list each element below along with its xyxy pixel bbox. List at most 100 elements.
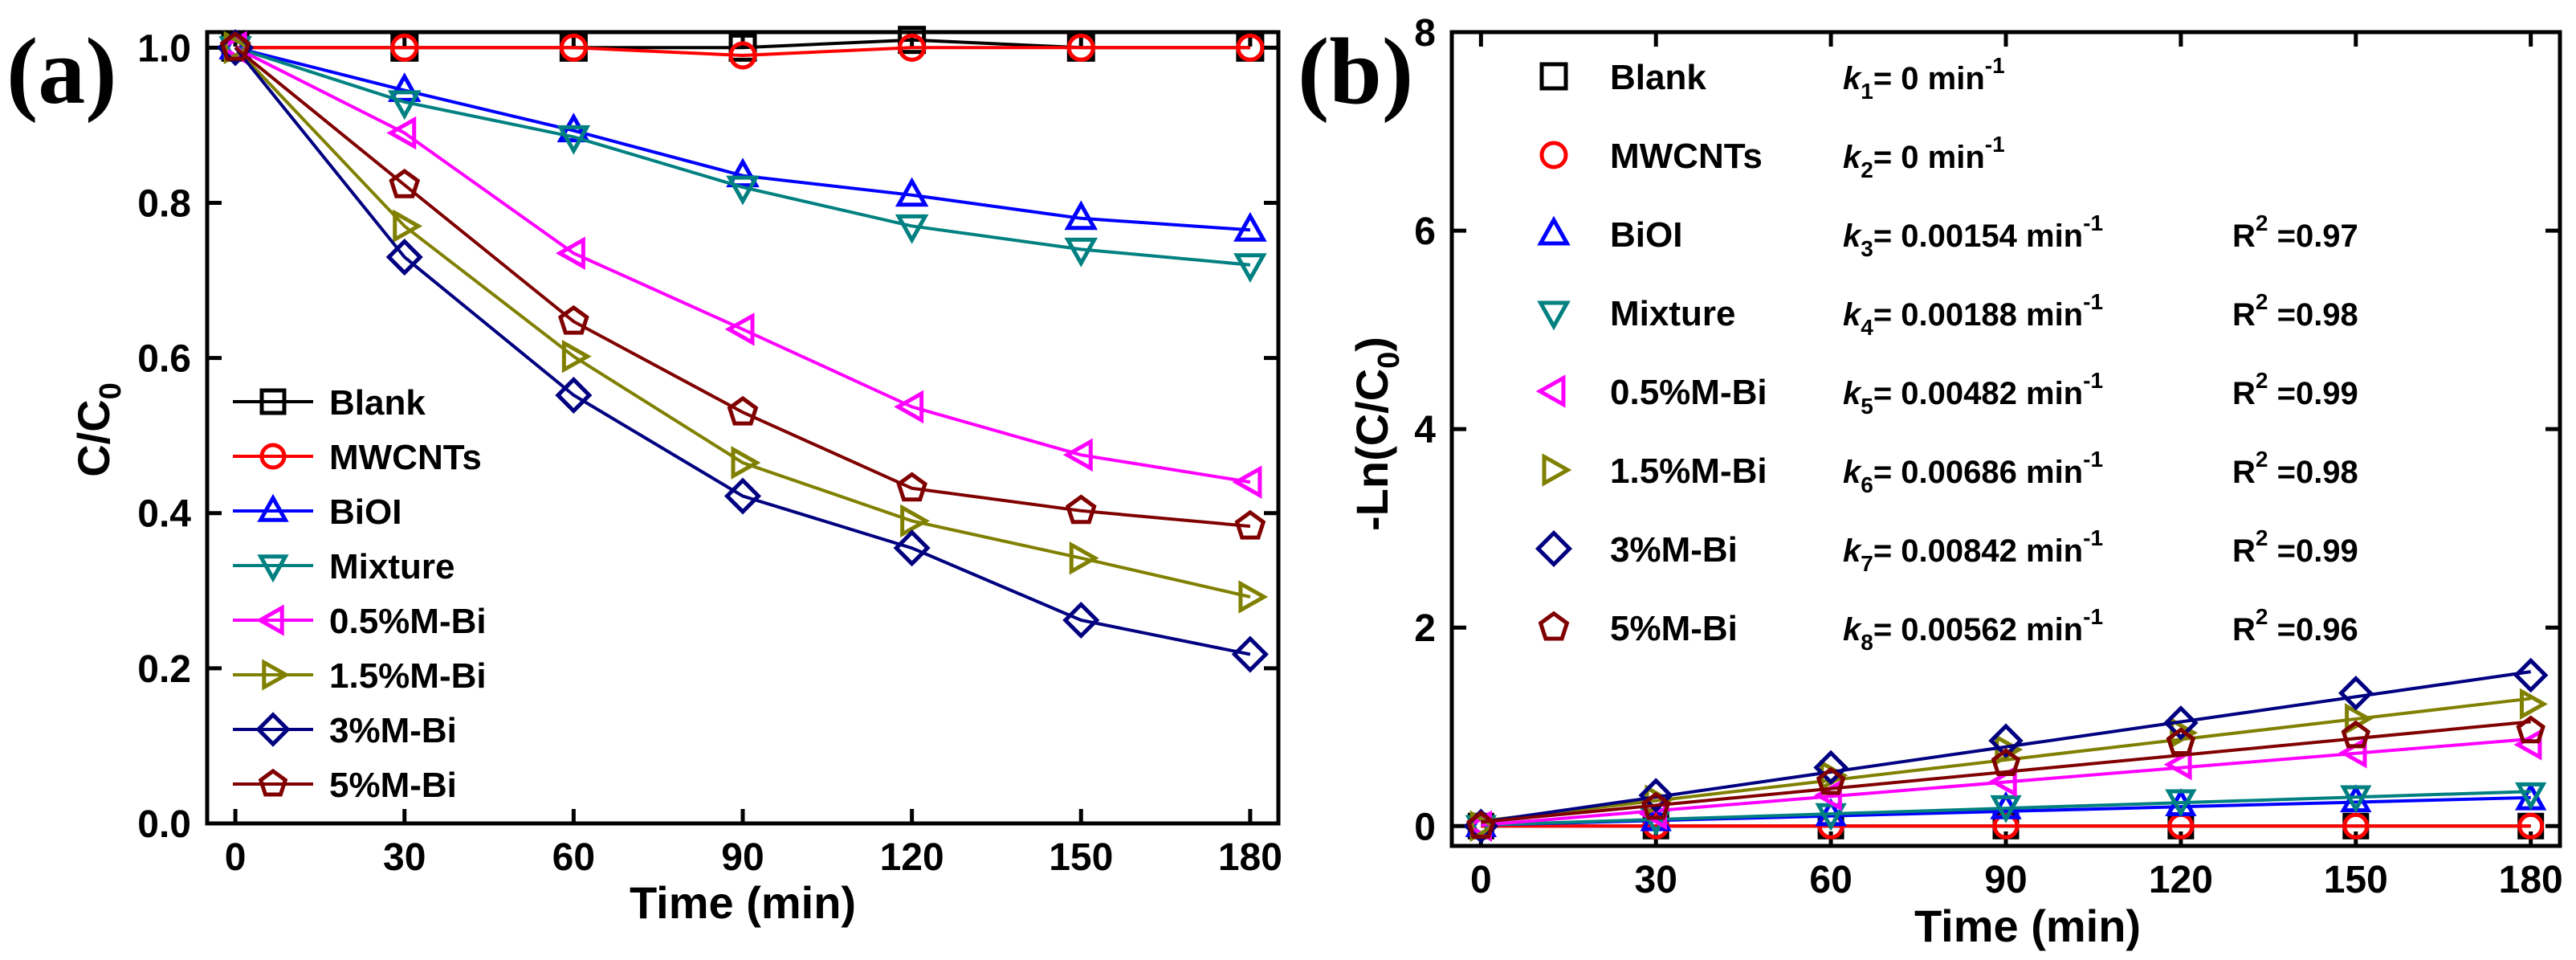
panel-b-legend-label-1-5-m-bi: 1.5%M-Bi bbox=[1610, 451, 1767, 491]
panel-a-legend-marker-bioi bbox=[257, 493, 289, 522]
panel-a-point-5-m-bi bbox=[1234, 509, 1266, 540]
panel-a-legend-label-blank: Blank bbox=[329, 383, 426, 423]
panel-a-point-5-m-bi bbox=[389, 168, 421, 198]
panel-a-series-line-mixture bbox=[234, 46, 1251, 267]
panel-a-point-3-m-bi bbox=[1231, 635, 1269, 673]
panel-b-r-squared-0-5-m-bi: R2 =0.99 bbox=[2232, 368, 2358, 411]
panel-b-rate-constant-5-m-bi: k8= 0.00562 min-1 bbox=[1843, 604, 2103, 655]
panel-a-point-3-m-bi bbox=[385, 239, 423, 276]
panel-a-legend-label-1-5-m-bi: 1.5%M-Bi bbox=[329, 656, 487, 696]
panel-b-legend-marker-0-5-m-bi bbox=[1535, 374, 1566, 408]
panel-a-point-0-5-m-bi bbox=[1232, 465, 1262, 499]
panel-a-point-mixture bbox=[1064, 237, 1098, 268]
panel-a-point-1-5-m-bi bbox=[393, 209, 423, 243]
panel-b-r-squared-mixture: R2 =0.98 bbox=[2232, 289, 2358, 333]
panel-a-x-axis-title: Time (min) bbox=[630, 877, 856, 928]
panel-b-legend-marker-1-5-m-bi bbox=[1542, 453, 1572, 487]
panel-b-point-5-m-bi bbox=[1991, 748, 2021, 776]
panel-a-series-line-3-m-bi bbox=[234, 47, 1251, 656]
panel-a-point-5-m-bi bbox=[219, 31, 251, 61]
panel-b-y-tick-label: 2 bbox=[1414, 607, 1436, 650]
panel-b-point-mixture bbox=[1990, 795, 2022, 823]
panel-b-legend-label-5-m-bi: 5%M-Bi bbox=[1610, 609, 1738, 648]
panel-b-r-squared-5-m-bi: R2 =0.96 bbox=[2232, 604, 2358, 647]
panel-a-x-tick-label: 180 bbox=[1218, 836, 1282, 879]
panel-b-x-tick-label: 0 bbox=[1470, 859, 1492, 901]
panel-a-point-3-m-bi bbox=[1062, 601, 1100, 639]
panel-b-rate-constant-bioi: k3= 0.00154 min-1 bbox=[1843, 210, 2103, 261]
panel-b-y-axis-title: -Ln(C/C0) bbox=[1347, 337, 1406, 531]
panel-a-x-tick-label: 0 bbox=[225, 836, 247, 879]
panel-b-legend-marker-mwcnts bbox=[1539, 141, 1568, 170]
panel-a-point-5-m-bi bbox=[558, 304, 589, 335]
panel-a-point-bioi bbox=[895, 177, 929, 207]
panel-a-point-1-5-m-bi bbox=[561, 339, 592, 374]
panel-b-point-1-5-m-bi bbox=[2170, 717, 2199, 749]
panel-a-plot-frame bbox=[205, 30, 1281, 826]
panel-a-point-5-m-bi bbox=[896, 472, 927, 502]
panel-b-legend-marker-3-m-bi bbox=[1535, 529, 1573, 568]
panel-b-label: (b) bbox=[1298, 18, 1413, 124]
panel-a-point-3-m-bi bbox=[893, 529, 931, 567]
panel-a-point-bioi bbox=[726, 157, 760, 188]
panel-b-rate-constant-1-5-m-bi: k6= 0.00686 min-1 bbox=[1843, 447, 2103, 497]
panel-a-legend-label-5-m-bi: 5%M-Bi bbox=[329, 766, 457, 805]
panel-a-plot-area: 0 30 60 90 120 150 180 0.0 0.2 0.4 0.6 0.8 1.0 Blank M… bbox=[137, 26, 1282, 879]
panel-b-y-tick-label: 4 bbox=[1414, 409, 1436, 451]
panel-b-point-5-m-bi bbox=[1641, 791, 1671, 820]
panel-b-legend-marker-bioi bbox=[1537, 215, 1571, 246]
panel-b-legend-marker-5-m-bi bbox=[1538, 611, 1570, 641]
panel-a-series-line-mwcnts bbox=[235, 46, 1250, 58]
panel-b-r-squared-3-m-bi: R2 =0.99 bbox=[2232, 525, 2358, 569]
panel-b-point-3-m-bi bbox=[2338, 676, 2374, 711]
panel-a-point-1-5-m-bi bbox=[223, 31, 254, 65]
panel-a-point-3-m-bi bbox=[723, 477, 762, 515]
panel-b-point-3-m-bi bbox=[1988, 723, 2024, 758]
panel-a-point-0-5-m-bi bbox=[386, 116, 417, 150]
panel-a-point-0-5-m-bi bbox=[556, 236, 585, 271]
panel-b-legend-label-0-5-m-bi: 0.5%M-Bi bbox=[1610, 373, 1767, 412]
panel-b-point-mixture bbox=[2165, 789, 2197, 818]
panel-a-x-tick-label: 90 bbox=[721, 836, 764, 879]
panel-a-point-1-5-m-bi bbox=[1238, 580, 1269, 614]
panel-a-point-1-5-m-bi bbox=[731, 446, 761, 480]
panel-a-x-tick-label: 150 bbox=[1049, 836, 1113, 879]
panel-a-line-chart: (a) 0 30 60 90 120 150 180 0.0 0.2 0.4 0.6 0.8 1.0 Bl… bbox=[6, 18, 1282, 928]
panel-a-point-mwcnts bbox=[728, 41, 757, 70]
panel-b-fit-line-3-m-bi bbox=[1481, 670, 2531, 824]
panel-a-point-mwcnts bbox=[898, 33, 927, 62]
panel-b-legend-label-mwcnts: MWCNTs bbox=[1610, 137, 1763, 176]
panel-a-point-5-m-bi bbox=[727, 395, 759, 426]
panel-a-point-mixture bbox=[556, 125, 591, 155]
panel-b-rate-constant-mwcnts: k2= 0 min-1 bbox=[1843, 132, 2005, 182]
panel-a-point-1-5-m-bi bbox=[900, 504, 930, 538]
panel-a-point-blank bbox=[728, 33, 757, 62]
panel-a-series-line-0-5-m-bi bbox=[234, 46, 1251, 484]
panel-a-y-tick-label: 0.2 bbox=[137, 648, 191, 691]
panel-b-point-0-5-m-bi bbox=[2163, 749, 2192, 781]
panel-b-point-5-m-bi bbox=[1466, 811, 1496, 839]
panel-a-legend-marker-mwcnts bbox=[259, 443, 287, 470]
panel-b-point-5-m-bi bbox=[2516, 715, 2545, 744]
panel-a-point-mwcnts bbox=[390, 33, 419, 62]
panel-b-point-1-5-m-bi bbox=[2519, 688, 2548, 721]
panel-a-legend-label-mixture: Mixture bbox=[329, 547, 454, 586]
panel-b-point-mwcnts bbox=[2342, 812, 2370, 839]
panel-a-point-mixture bbox=[895, 214, 929, 244]
panel-b-kinetics-chart: (b) 0 30 60 90 120 150 180 0 2 4 6 8 Blank k1= 0 min-… bbox=[1298, 12, 2563, 951]
panel-b-legend-label-blank: Blank bbox=[1610, 58, 1706, 97]
panel-a-x-tick-label: 60 bbox=[552, 836, 595, 879]
panel-a-y-tick-label: 1.0 bbox=[137, 27, 191, 70]
panel-b-point-mixture bbox=[2340, 785, 2372, 814]
panel-a-point-3-m-bi bbox=[555, 376, 593, 414]
panel-a-y-tick-label: 0.4 bbox=[137, 493, 191, 536]
panel-b-fit-line-5-m-bi bbox=[1481, 720, 2531, 824]
panel-b-rate-constant-mixture: k4= 0.00188 min-1 bbox=[1843, 289, 2103, 340]
panel-a-legend-marker-3-m-bi bbox=[255, 712, 291, 747]
panel-a-point-mwcnts bbox=[1236, 33, 1265, 62]
panel-b-x-tick-label: 120 bbox=[2149, 859, 2213, 901]
panel-b-legend-marker-blank bbox=[1539, 62, 1568, 91]
panel-b-legend-label-mixture: Mixture bbox=[1610, 294, 1735, 333]
panel-a-point-5-m-bi bbox=[1065, 494, 1097, 525]
